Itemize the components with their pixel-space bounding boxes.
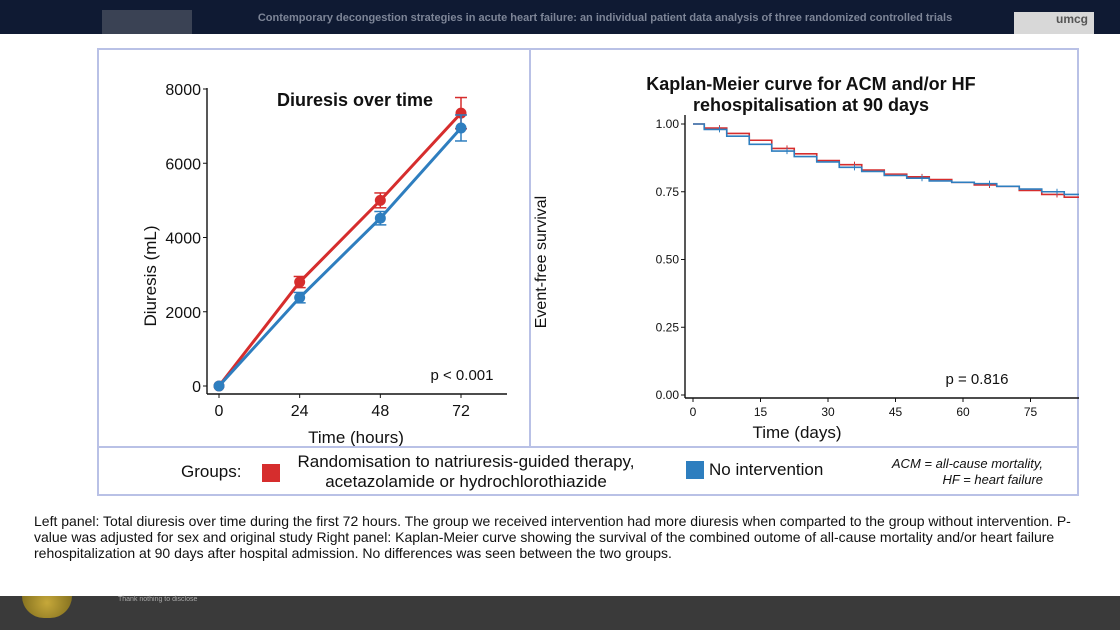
diuresis-y-axis-label: Diuresis (mL) bbox=[141, 225, 160, 326]
km-series-line-no-intervention bbox=[693, 123, 1079, 196]
header-bar: Contemporary decongestion strategies in … bbox=[0, 0, 1120, 34]
diuresis-y-tick-label: 8000 bbox=[165, 82, 201, 99]
figure-panel: Diuresis over time Diuresis (mL) Time (h… bbox=[97, 48, 1079, 496]
km-series-line-intervention bbox=[693, 123, 1079, 198]
abbr-acm: ACM = all-cause mortality, bbox=[891, 456, 1043, 471]
bottom-bar bbox=[0, 596, 1120, 630]
km-x-tick-label: 75 bbox=[1024, 405, 1038, 419]
umcg-logo: umcg bbox=[1014, 12, 1094, 34]
diuresis-x-axis-label: Time (hours) bbox=[308, 428, 404, 446]
km-title-line1: Kaplan-Meier curve for ACM and/or HF bbox=[646, 74, 975, 94]
diuresis-p-value: p < 0.001 bbox=[431, 367, 494, 384]
abbr-hf: HF = heart failure bbox=[942, 472, 1043, 487]
km-y-tick-label: 0.75 bbox=[656, 185, 680, 199]
diuresis-x-tick-label: 72 bbox=[452, 403, 470, 420]
diuresis-y-tick-label: 2000 bbox=[165, 305, 201, 322]
slide-sheet: Diuresis over time Diuresis (mL) Time (h… bbox=[0, 34, 1120, 596]
diuresis-y-tick-label: 6000 bbox=[165, 156, 201, 173]
panel-divider-vertical bbox=[529, 50, 531, 448]
diuresis-point bbox=[455, 122, 467, 134]
km-x-tick-label: 0 bbox=[690, 405, 697, 419]
diuresis-point bbox=[294, 292, 306, 304]
diuresis-y-tick-label: 0 bbox=[192, 379, 201, 396]
diuresis-chart: Diuresis over time Diuresis (mL) Time (h… bbox=[141, 82, 507, 446]
poster-title: Contemporary decongestion strategies in … bbox=[257, 12, 953, 24]
legend-swatch-intervention bbox=[262, 464, 280, 482]
diuresis-point bbox=[374, 194, 386, 206]
panel-divider-horizontal bbox=[99, 446, 1077, 448]
km-title-line2: rehospitalisation at 90 days bbox=[693, 95, 929, 115]
diuresis-point bbox=[294, 276, 306, 288]
km-y-tick-label: 1.00 bbox=[656, 117, 680, 131]
diuresis-x-tick-label: 24 bbox=[291, 403, 309, 420]
kaplan-meier-chart: Kaplan-Meier curve for ACM and/or HF reh… bbox=[533, 74, 1079, 442]
legend-swatch-no-intervention bbox=[686, 461, 704, 479]
km-x-tick-label: 60 bbox=[956, 405, 970, 419]
km-y-axis-label: Event-free survival bbox=[533, 196, 550, 329]
legend: Groups: Randomisation to natriuresis-gui… bbox=[99, 448, 1077, 494]
diuresis-chart-title: Diuresis over time bbox=[277, 90, 433, 110]
figure-caption: Left panel: Total diuresis over time dur… bbox=[34, 513, 1071, 561]
km-x-tick-label: 15 bbox=[754, 405, 768, 419]
diuresis-series-line-intervention bbox=[217, 112, 463, 387]
diuresis-x-tick-label: 0 bbox=[215, 403, 224, 420]
km-x-axis-label: Time (days) bbox=[752, 423, 841, 442]
diuresis-point bbox=[455, 107, 467, 119]
diuresis-x-tick-label: 48 bbox=[371, 403, 389, 420]
diuresis-point bbox=[213, 380, 225, 392]
legend-label-no-intervention: No intervention bbox=[709, 460, 824, 479]
diuresis-series-line-no-intervention bbox=[217, 126, 463, 388]
legend-groups-label: Groups: bbox=[181, 462, 242, 481]
legend-abbreviations: ACM = all-cause mortality, HF = heart fa… bbox=[892, 456, 1043, 488]
km-y-tick-label: 0.00 bbox=[656, 388, 680, 402]
km-y-tick-label: 0.50 bbox=[656, 253, 680, 267]
km-p-value: p = 0.816 bbox=[946, 371, 1009, 388]
km-y-tick-label: 0.25 bbox=[656, 320, 680, 334]
diuresis-y-tick-label: 4000 bbox=[165, 231, 201, 248]
legend-label-intervention: Randomisation to natriuresis-guided ther… bbox=[297, 452, 635, 491]
decorative-logo bbox=[22, 596, 72, 618]
header-left-logo bbox=[102, 10, 192, 34]
diuresis-point bbox=[374, 212, 386, 224]
footer-small-text: Thank nothing to disclose bbox=[118, 596, 198, 603]
km-x-tick-label: 45 bbox=[889, 405, 903, 419]
km-x-tick-label: 30 bbox=[821, 405, 835, 419]
